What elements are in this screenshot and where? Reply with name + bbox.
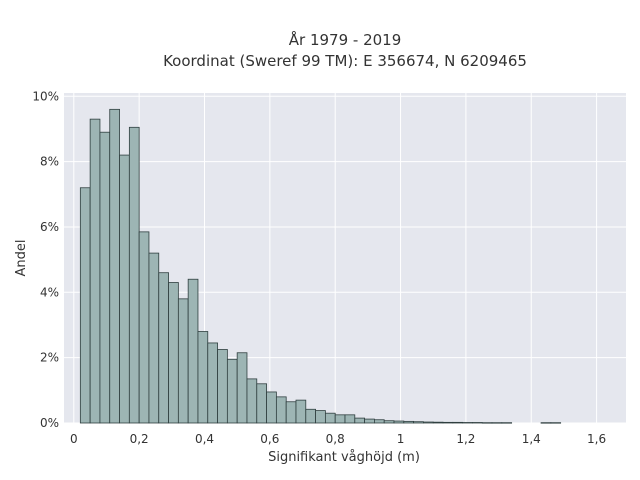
y-tick-label-3: 6% [40, 220, 59, 234]
histogram-bar-27 [344, 414, 356, 424]
y-axis-ticks: 0% 2% 4% 6% 8% 10% [32, 89, 59, 430]
histogram-bar-14 [217, 349, 228, 424]
histogram-bar-39 [462, 422, 473, 424]
histogram-bar-37 [442, 421, 454, 424]
x-tick-label-4: 0,8 [326, 432, 345, 446]
histogram-bar-22 [295, 399, 307, 424]
histogram-bar-1 [89, 118, 101, 424]
x-tick-label-1: 0,2 [130, 432, 149, 446]
histogram-bar-32 [393, 420, 405, 424]
chart-title-line-2: Koordinat (Sweref 99 TM): E 356674, N 62… [163, 52, 527, 70]
histogram-bar-41 [481, 422, 493, 424]
histogram-bar-34 [413, 421, 424, 424]
x-axis-label: Signifikant våghöjd (m) [268, 450, 420, 465]
x-axis-ticks: 0 0,2 0,4 0,6 0,8 1 1,2 1,4 1,6 [70, 432, 606, 446]
histogram-bar-19 [266, 391, 277, 424]
x-tick-label-2: 0,4 [195, 432, 214, 446]
histogram-bar-13 [207, 342, 218, 424]
histogram-bar-35 [423, 421, 434, 424]
x-tick-label-0: 0 [70, 432, 78, 446]
histogram-bar-2 [99, 131, 111, 424]
histogram-bar-7 [148, 252, 160, 424]
histogram-bars [79, 108, 562, 424]
y-tick-label-4: 8% [40, 155, 59, 169]
x-tick-label-8: 1,6 [587, 432, 606, 446]
histogram-bar-6 [138, 231, 150, 424]
x-tick-label-6: 1,2 [456, 432, 475, 446]
histogram-bar-47 [540, 422, 552, 424]
histogram-bar-26 [334, 414, 346, 424]
histogram-bar-29 [364, 418, 375, 424]
histogram-bar-4 [119, 154, 130, 424]
histogram-bar-30 [374, 419, 385, 424]
histogram-bar-16 [236, 352, 248, 424]
histogram-bar-28 [354, 417, 366, 424]
histogram-bar-11 [187, 278, 199, 424]
histogram-bar-9 [168, 282, 179, 424]
histogram-bar-42 [491, 422, 503, 424]
x-tick-label-5: 1 [397, 432, 405, 446]
histogram-bar-12 [197, 331, 209, 424]
histogram-bar-0 [79, 187, 91, 424]
histogram-bar-20 [275, 396, 287, 424]
histogram-bar-15 [226, 358, 238, 424]
chart-title-line-1: År 1979 - 2019 [289, 30, 402, 49]
y-tick-label-5: 10% [32, 89, 59, 103]
histogram-bar-33 [403, 420, 415, 424]
histogram-bar-10 [177, 298, 189, 424]
x-tick-label-7: 1,4 [522, 432, 541, 446]
histogram-bar-38 [452, 421, 464, 424]
histogram-bar-43 [501, 422, 513, 424]
y-tick-label-2: 4% [40, 285, 59, 299]
y-tick-label-0: 0% [40, 416, 59, 430]
histogram-bar-18 [256, 383, 267, 424]
histogram-bar-5 [128, 126, 140, 424]
y-tick-label-1: 2% [40, 351, 59, 365]
y-axis-label: Andel [14, 240, 29, 277]
histogram-bar-8 [158, 272, 169, 424]
histogram-bar-48 [550, 422, 562, 424]
histogram-bar-23 [305, 408, 316, 424]
histogram-bar-36 [432, 421, 444, 424]
histogram-bar-31 [383, 420, 395, 424]
histogram-bar-3 [109, 108, 120, 424]
histogram-bar-17 [246, 378, 258, 424]
x-tick-label-3: 0,6 [260, 432, 279, 446]
histogram-bar-25 [324, 412, 336, 424]
histogram-bar-21 [285, 401, 297, 424]
histogram-bar-24 [315, 410, 326, 424]
histogram-bar-40 [472, 422, 483, 424]
